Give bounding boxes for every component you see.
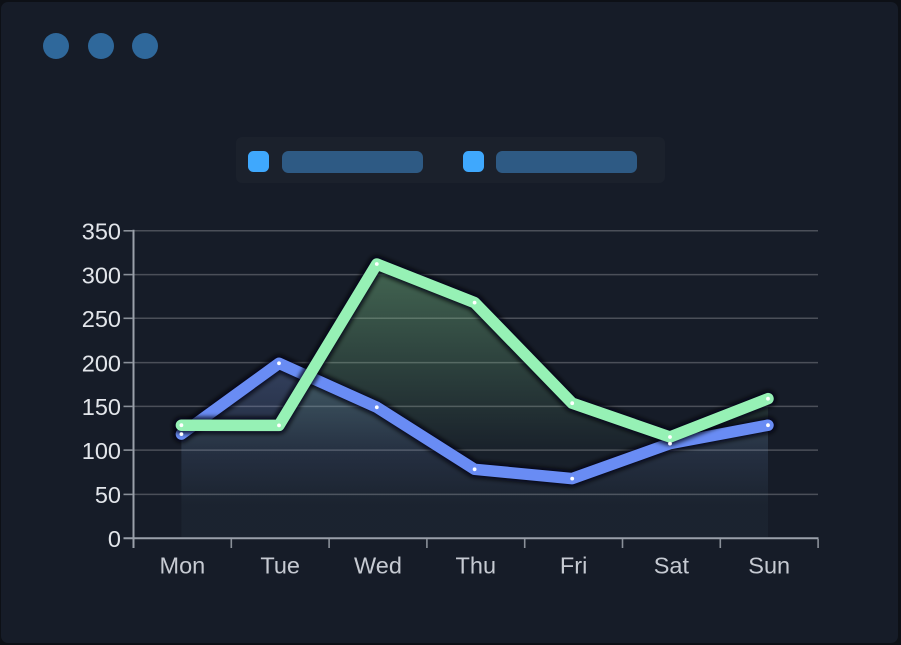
svg-text:Sun: Sun bbox=[748, 552, 790, 578]
svg-text:100: 100 bbox=[82, 438, 121, 464]
svg-text:Mon: Mon bbox=[160, 552, 206, 578]
svg-text:Thu: Thu bbox=[456, 552, 497, 578]
svg-text:250: 250 bbox=[82, 306, 121, 332]
svg-text:350: 350 bbox=[82, 219, 121, 245]
svg-text:Tue: Tue bbox=[260, 552, 300, 578]
svg-text:200: 200 bbox=[82, 350, 121, 376]
svg-text:150: 150 bbox=[82, 394, 121, 420]
svg-text:Fri: Fri bbox=[560, 552, 587, 578]
svg-text:300: 300 bbox=[82, 262, 121, 288]
svg-text:Sat: Sat bbox=[654, 552, 690, 578]
svg-text:50: 50 bbox=[95, 482, 121, 508]
svg-text:0: 0 bbox=[108, 526, 121, 552]
svg-text:Wed: Wed bbox=[354, 552, 402, 578]
